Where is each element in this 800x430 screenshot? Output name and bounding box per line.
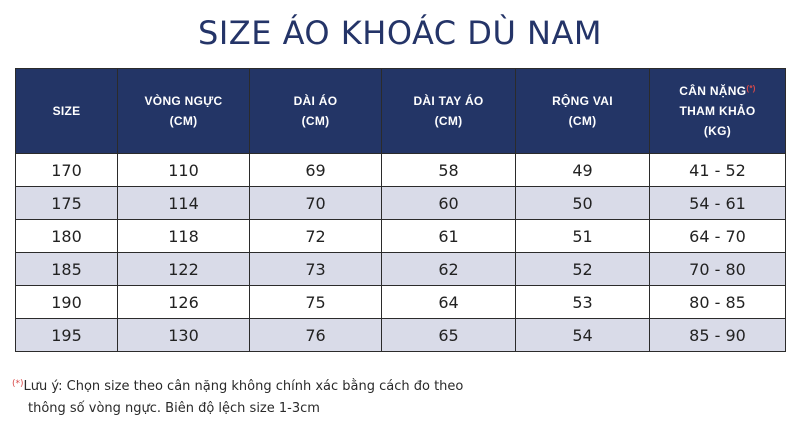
header-length: DÀI ÁO (CM)	[249, 68, 382, 154]
cell-sleeve: 65	[381, 318, 516, 352]
cell-weight: 80 - 85	[649, 285, 786, 319]
cell-chest: 118	[117, 219, 250, 253]
cell-size: 180	[15, 219, 118, 253]
cell-weight: 70 - 80	[649, 252, 786, 286]
asterisk-mark: (*)	[12, 379, 24, 389]
cell-length: 75	[249, 285, 382, 319]
table-row: 175 114 70 60 50 54 - 61	[15, 186, 786, 220]
footnote-line-1: Lưu ý: Chọn size theo cân nặng không chí…	[23, 379, 464, 394]
header-shoulder: RỘNG VAI (CM)	[515, 68, 650, 154]
cell-weight: 64 - 70	[649, 219, 786, 253]
cell-shoulder: 51	[515, 219, 650, 253]
cell-weight: 41 - 52	[649, 153, 786, 187]
cell-weight: 54 - 61	[649, 186, 786, 220]
table-row: 190 126 75 64 53 80 - 85	[15, 285, 786, 319]
cell-length: 72	[249, 219, 382, 253]
cell-chest: 122	[117, 252, 250, 286]
header-chest: VÒNG NGỰC (CM)	[117, 68, 250, 154]
cell-shoulder: 50	[515, 186, 650, 220]
cell-sleeve: 60	[381, 186, 516, 220]
cell-weight: 85 - 90	[649, 318, 786, 352]
cell-length: 69	[249, 153, 382, 187]
cell-shoulder: 54	[515, 318, 650, 352]
header-weight-label: CÂN NẶNG	[679, 84, 747, 98]
size-table: SIZE VÒNG NGỰC (CM) DÀI ÁO (CM) DÀI TAY …	[15, 68, 786, 352]
cell-shoulder: 52	[515, 252, 650, 286]
cell-length: 76	[249, 318, 382, 352]
cell-sleeve: 64	[381, 285, 516, 319]
page-title: SIZE ÁO KHOÁC DÙ NAM	[198, 14, 602, 52]
header-sleeve: DÀI TAY ÁO (CM)	[381, 68, 516, 154]
cell-chest: 130	[117, 318, 250, 352]
table-row: 170 110 69 58 49 41 - 52	[15, 153, 786, 187]
footnote: (*)Lưu ý: Chọn size theo cân nặng không …	[12, 376, 463, 420]
cell-sleeve: 58	[381, 153, 516, 187]
cell-sleeve: 62	[381, 252, 516, 286]
cell-size: 185	[15, 252, 118, 286]
asterisk-mark: (*)	[746, 84, 756, 93]
cell-size: 175	[15, 186, 118, 220]
cell-sleeve: 61	[381, 219, 516, 253]
cell-size: 190	[15, 285, 118, 319]
header-weight: CÂN NẶNG(*) THAM KHẢO (KG)	[649, 68, 786, 154]
cell-chest: 110	[117, 153, 250, 187]
cell-length: 73	[249, 252, 382, 286]
cell-size: 170	[15, 153, 118, 187]
table-row: 195 130 76 65 54 85 - 90	[15, 318, 786, 352]
footnote-line-2: thông số vòng ngực. Biên độ lệch size 1-…	[28, 401, 320, 416]
table-row: 180 118 72 61 51 64 - 70	[15, 219, 786, 253]
table-row: 185 122 73 62 52 70 - 80	[15, 252, 786, 286]
cell-size: 195	[15, 318, 118, 352]
cell-length: 70	[249, 186, 382, 220]
cell-shoulder: 53	[515, 285, 650, 319]
cell-shoulder: 49	[515, 153, 650, 187]
cell-chest: 126	[117, 285, 250, 319]
table-header-row: SIZE VÒNG NGỰC (CM) DÀI ÁO (CM) DÀI TAY …	[15, 68, 786, 154]
cell-chest: 114	[117, 186, 250, 220]
header-size: SIZE	[15, 68, 118, 154]
